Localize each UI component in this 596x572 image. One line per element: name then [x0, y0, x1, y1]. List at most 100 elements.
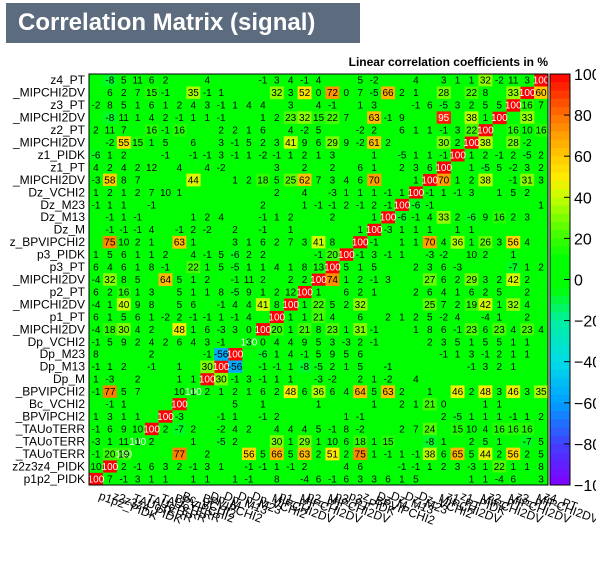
heatmap-cell [492, 211, 507, 224]
heatmap-cell [214, 335, 229, 349]
heatmap-cell [144, 98, 159, 112]
heatmap-cell [269, 136, 285, 150]
heatmap-cell [325, 310, 340, 324]
cell-value-label: 20 [271, 325, 283, 336]
heatmap-cell [478, 447, 493, 461]
heatmap-cell [158, 136, 173, 150]
heatmap-cell [200, 260, 215, 274]
cell-value-label: 18 [355, 437, 367, 448]
colorbar-ticks: 100806040200−20−40−60−80−100 [564, 67, 596, 495]
heatmap-cell [116, 235, 132, 249]
heatmap-cell [130, 435, 145, 448]
heatmap-cell [130, 186, 145, 199]
heatmap-cell [130, 248, 145, 262]
heatmap-cell [255, 198, 271, 212]
cell-value-label: 5 [510, 188, 516, 199]
cell-value-label: 1 [371, 375, 377, 386]
colorbar-segment [550, 123, 570, 132]
cell-value-label: 5 [357, 76, 363, 87]
heatmap-cell [283, 235, 298, 249]
heatmap-cell [339, 360, 354, 374]
cell-value-label: 4 [191, 337, 197, 348]
heatmap-cell [492, 74, 507, 87]
cell-value-label: 2 [524, 449, 530, 460]
heatmap-cell [353, 161, 368, 174]
heatmap-cell [381, 385, 396, 399]
heatmap-cell [311, 235, 326, 249]
heatmap-cell [130, 335, 145, 349]
heatmap-cell [450, 98, 465, 112]
cell-value-label: -1 [189, 150, 198, 161]
heatmap-cell [464, 422, 479, 436]
cell-value-label: 6 [427, 163, 433, 174]
cell-value-label: 23 [466, 325, 478, 336]
cell-value-label: 2 [455, 275, 461, 286]
cell-value-label: -5 [217, 437, 226, 448]
heatmap-cell [297, 298, 312, 311]
cell-value-label: -6 [92, 150, 101, 161]
heatmap-cell [506, 422, 521, 436]
cell-value-label: 1 [371, 150, 377, 161]
heatmap-cell [297, 260, 312, 274]
cell-value-label: 15 [313, 113, 325, 124]
cell-value-label: 2 [260, 275, 266, 286]
cell-value-label: 2 [204, 213, 210, 224]
cell-value-label: 1 [427, 150, 433, 161]
heatmap-cell [464, 348, 479, 361]
cell-value-label: 2 [316, 449, 322, 460]
cell-value-label: 60 [535, 88, 547, 99]
heatmap-cell [506, 136, 521, 150]
heatmap-cell [422, 323, 438, 336]
heatmap-cell [311, 435, 326, 448]
heatmap-cell [200, 111, 215, 125]
heatmap-cell [242, 235, 257, 249]
cell-value-label: -1 [258, 225, 267, 236]
heatmap-cell [102, 111, 118, 125]
heatmap-cell [353, 323, 368, 336]
heatmap-cell [186, 422, 201, 436]
cell-value-label: 1 [497, 188, 503, 199]
heatmap-cell [450, 298, 465, 311]
heatmap-cell [395, 460, 410, 473]
cell-value-label: 1 [538, 200, 544, 211]
cell-value-label: 100 [421, 175, 438, 186]
cell-value-label: 5 [107, 250, 113, 261]
cell-value-label: 1 [274, 213, 280, 224]
heatmap-cell [130, 223, 145, 237]
heatmap-cell [158, 186, 173, 199]
cell-value-label: 29 [327, 138, 339, 149]
cell-value-label: 19 [466, 300, 478, 311]
heatmap-cell [436, 86, 451, 100]
heatmap-cell [492, 335, 507, 349]
cell-value-label: 65 [452, 449, 464, 460]
cell-value-label: 2 [302, 462, 308, 473]
cell-value-label: 3 [469, 350, 475, 361]
cell-value-label: 6 [469, 287, 475, 298]
heatmap-cell [158, 335, 173, 349]
cell-value-label: 2 [177, 312, 183, 323]
heatmap-cell [228, 422, 243, 436]
heatmap-cell [422, 198, 438, 212]
cell-value-label: 3 [135, 474, 141, 485]
heatmap-cell [408, 148, 424, 162]
heatmap-cell [492, 348, 507, 361]
cell-value-label: 3 [524, 76, 530, 87]
heatmap-cell [311, 335, 326, 349]
cell-value-label: -4 [481, 312, 490, 323]
heatmap-cell [158, 460, 173, 473]
cell-value-label: -1 [92, 200, 101, 211]
cell-value-label: 1 [288, 325, 294, 336]
heatmap-cell [464, 186, 479, 199]
row-label: z_BPVIPCHI2 [10, 235, 86, 249]
cell-value-label: 3 [371, 250, 377, 261]
cell-value-label: 2 [399, 387, 405, 398]
cell-value-label: 32 [271, 88, 283, 99]
heatmap-cell [255, 385, 271, 399]
cell-value-label: -6 [231, 250, 240, 261]
heatmap-cell [339, 285, 354, 299]
heatmap-cell [116, 173, 132, 187]
cell-value-label: -1 [398, 462, 407, 473]
heatmap-cell [367, 235, 382, 249]
cell-value-label: 1 [455, 287, 461, 298]
heatmap-cell [492, 472, 507, 486]
